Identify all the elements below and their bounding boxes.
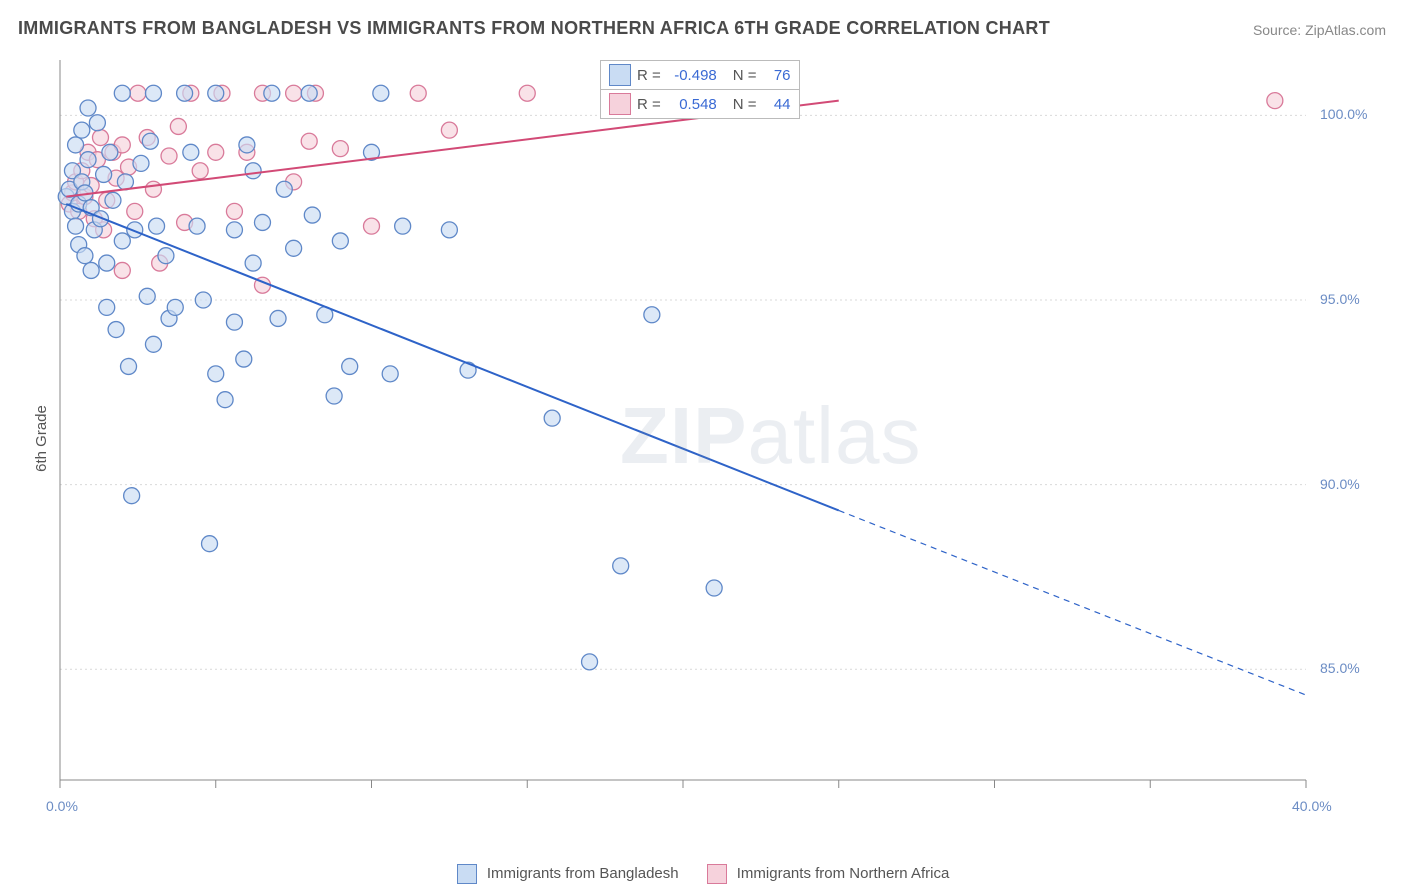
r-value-a: -0.498 [667, 67, 717, 84]
legend-swatch-b-icon [707, 864, 727, 884]
watermark-bold: ZIP [620, 391, 747, 480]
legend-swatch-a-icon [457, 864, 477, 884]
x-tick-label: 40.0% [1292, 798, 1332, 814]
legend-swatch-a [609, 64, 631, 86]
r-value-b: 0.548 [667, 96, 717, 113]
n-value-b: 44 [763, 96, 791, 113]
n-label: N = [733, 67, 757, 84]
source-attribution: Source: ZipAtlas.com [1253, 22, 1386, 38]
legend-label-a: Immigrants from Bangladesh [487, 865, 679, 882]
y-axis-label: 6th Grade [33, 405, 50, 472]
r-label: R = [637, 96, 661, 113]
r-label: R = [637, 67, 661, 84]
y-tick-label: 95.0% [1320, 291, 1360, 307]
legend-row-series-a: R = -0.498 N = 76 [600, 60, 800, 90]
correlation-legend: R = -0.498 N = 76 R = 0.548 N = 44 [600, 60, 800, 119]
y-tick-label: 85.0% [1320, 660, 1360, 676]
bottom-legend: Immigrants from Bangladesh Immigrants fr… [0, 864, 1406, 884]
y-tick-label: 100.0% [1320, 106, 1367, 122]
legend-swatch-b [609, 93, 631, 115]
legend-row-series-b: R = 0.548 N = 44 [600, 90, 800, 119]
legend-label-b: Immigrants from Northern Africa [737, 865, 950, 882]
n-label: N = [733, 96, 757, 113]
n-value-a: 76 [763, 67, 791, 84]
x-tick-label: 0.0% [46, 798, 78, 814]
watermark: ZIPatlas [620, 390, 921, 482]
legend-item-a: Immigrants from Bangladesh [457, 864, 679, 884]
y-tick-label: 90.0% [1320, 476, 1360, 492]
watermark-light: atlas [747, 391, 921, 480]
chart-title: IMMIGRANTS FROM BANGLADESH VS IMMIGRANTS… [18, 18, 1050, 39]
legend-item-b: Immigrants from Northern Africa [707, 864, 950, 884]
